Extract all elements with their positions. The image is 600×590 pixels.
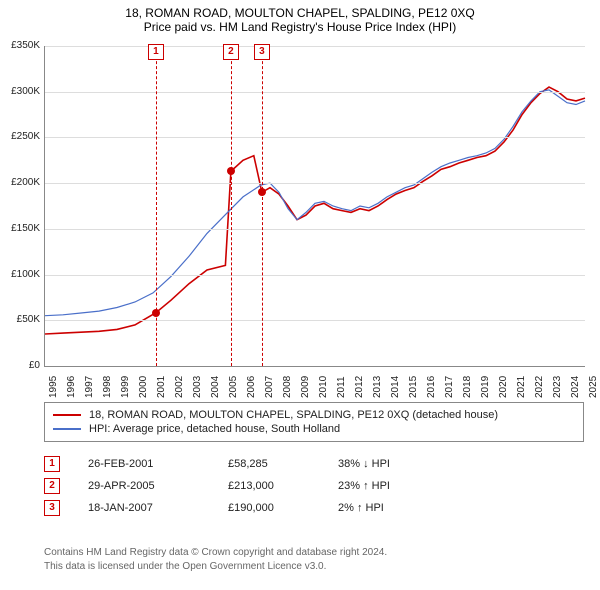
footer-line2: This data is licensed under the Open Gov…: [44, 560, 584, 574]
x-axis-label: 2008: [282, 376, 293, 398]
gridline-y: [45, 137, 585, 138]
y-axis-label: £300K: [0, 86, 40, 97]
footer-line1: Contains HM Land Registry data © Crown c…: [44, 546, 584, 560]
x-axis-label: 2006: [246, 376, 257, 398]
marker-dot-2: [227, 167, 235, 175]
transaction-delta: 2% ↑ HPI: [338, 502, 384, 514]
transaction-date: 29-APR-2005: [88, 480, 228, 492]
x-axis-label: 2003: [192, 376, 203, 398]
transaction-price: £213,000: [228, 480, 338, 492]
x-axis-label: 2012: [354, 376, 365, 398]
transaction-num: 1: [44, 456, 60, 472]
x-axis-label: 2017: [444, 376, 455, 398]
marker-line-3: [262, 46, 263, 366]
y-axis-label: £250K: [0, 131, 40, 142]
x-axis-label: 2019: [480, 376, 491, 398]
transaction-row: 2 29-APR-2005£213,00023% ↑ HPI: [44, 478, 584, 494]
x-axis-label: 2016: [426, 376, 437, 398]
gridline-y: [45, 183, 585, 184]
transaction-price: £190,000: [228, 502, 338, 514]
legend-label-property: 18, ROMAN ROAD, MOULTON CHAPEL, SPALDING…: [89, 409, 498, 421]
x-axis-label: 1998: [102, 376, 113, 398]
marker-num-2: 2: [223, 44, 239, 60]
y-axis-label: £200K: [0, 177, 40, 188]
marker-dot-1: [152, 309, 160, 317]
legend-item-hpi: HPI: Average price, detached house, Sout…: [53, 423, 575, 435]
x-axis-label: 2010: [318, 376, 329, 398]
x-axis-label: 2018: [462, 376, 473, 398]
x-axis-label: 2000: [138, 376, 149, 398]
gridline-y: [45, 229, 585, 230]
marker-dot-3: [258, 188, 266, 196]
gridline-y: [45, 275, 585, 276]
transaction-list: 1 26-FEB-2001£58,28538% ↓ HPI 2 29-APR-2005…: [44, 450, 584, 522]
x-axis-label: 2005: [228, 376, 239, 398]
chart-area: 1 23: [44, 46, 585, 367]
transaction-delta: 38% ↓ HPI: [338, 458, 390, 470]
x-axis-label: 2013: [372, 376, 383, 398]
x-axis-label: 2021: [516, 376, 527, 398]
transaction-delta: 23% ↑ HPI: [338, 480, 390, 492]
x-axis-label: 2009: [300, 376, 311, 398]
series-line-property: [45, 87, 585, 334]
y-axis-label: £50K: [0, 314, 40, 325]
x-axis-label: 2022: [534, 376, 545, 398]
x-axis-label: 2011: [336, 376, 347, 398]
gridline-y: [45, 320, 585, 321]
y-axis-label: £350K: [0, 40, 40, 51]
x-axis-label: 1999: [120, 376, 131, 398]
series-line-hpi: [45, 90, 585, 316]
x-axis-label: 2001: [156, 376, 167, 398]
footer-text: Contains HM Land Registry data © Crown c…: [44, 546, 584, 574]
transaction-num: 3: [44, 500, 60, 516]
y-axis-label: £0: [0, 360, 40, 371]
x-axis-label: 2024: [570, 376, 581, 398]
x-axis-label: 2007: [264, 376, 275, 398]
x-axis-label: 2014: [390, 376, 401, 398]
x-axis-label: 2004: [210, 376, 221, 398]
marker-num-3: 3: [254, 44, 270, 60]
gridline-y: [45, 46, 585, 47]
legend-swatch-property: [53, 414, 81, 416]
marker-line-2: [231, 46, 232, 366]
x-axis-label: 2020: [498, 376, 509, 398]
chart-title-line2: Price paid vs. HM Land Registry's House …: [0, 20, 600, 38]
y-axis-label: £150K: [0, 223, 40, 234]
transaction-date: 18-JAN-2007: [88, 502, 228, 514]
transaction-row: 3 18-JAN-2007£190,0002% ↑ HPI: [44, 500, 584, 516]
x-axis-label: 1995: [48, 376, 59, 398]
legend-item-property: 18, ROMAN ROAD, MOULTON CHAPEL, SPALDING…: [53, 409, 575, 421]
transaction-row: 1 26-FEB-2001£58,28538% ↓ HPI: [44, 456, 584, 472]
x-axis-label: 2023: [552, 376, 563, 398]
y-axis-label: £100K: [0, 269, 40, 280]
x-axis-label: 2002: [174, 376, 185, 398]
transaction-num: 2: [44, 478, 60, 494]
marker-line-1: [156, 46, 157, 366]
x-axis-label: 2025: [588, 376, 599, 398]
x-axis-label: 2015: [408, 376, 419, 398]
transaction-date: 26-FEB-2001: [88, 458, 228, 470]
x-axis-label: 1997: [84, 376, 95, 398]
chart-svg: [45, 46, 585, 366]
marker-num-1: 1: [148, 44, 164, 60]
legend-label-hpi: HPI: Average price, detached house, Sout…: [89, 423, 340, 435]
transaction-price: £58,285: [228, 458, 338, 470]
legend-box: 18, ROMAN ROAD, MOULTON CHAPEL, SPALDING…: [44, 402, 584, 442]
gridline-y: [45, 92, 585, 93]
x-axis-label: 1996: [66, 376, 77, 398]
chart-title-line1: 18, ROMAN ROAD, MOULTON CHAPEL, SPALDING…: [0, 0, 600, 20]
legend-swatch-hpi: [53, 428, 81, 430]
